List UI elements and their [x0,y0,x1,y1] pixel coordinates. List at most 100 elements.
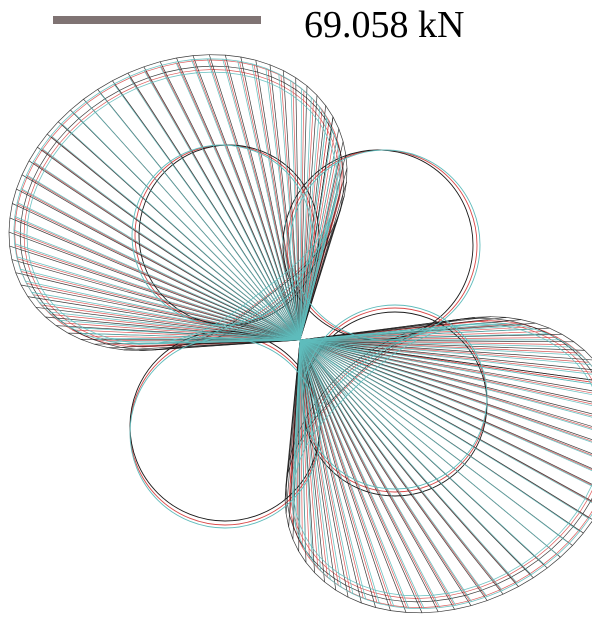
force-outline-segment [346,382,361,396]
force-outline-segment [46,121,59,135]
force-outline-segment [304,549,313,561]
force-outline-segment [14,243,17,257]
force-outline-segment [61,112,74,124]
force-outline-segment [346,168,348,183]
force-outline-segment [547,556,561,569]
force-spoke [299,339,592,403]
force-outline-segment [506,317,522,320]
force-spoke [299,339,592,485]
force-outline-segment [40,304,51,315]
force-outline-segment [584,350,592,359]
force-outline-segment [531,564,546,575]
force-spoke [41,147,301,341]
force-outline-segment [485,589,501,597]
force-outline-segment [16,188,22,203]
force-outline-segment [9,246,13,260]
force-outline-segment [294,461,300,475]
force-spoke [222,59,301,341]
force-outline-segment [287,458,293,473]
force-outline-segment [222,58,238,62]
force-spoke [299,339,558,556]
force-outline-segment [32,147,42,162]
force-outline-segment [73,102,88,114]
force-outline-segment [518,577,534,587]
force-outline-segment [502,582,518,591]
force-outline-segment [338,154,341,168]
force-outline-segment [361,602,376,608]
force-envelope [292,323,592,597]
force-spoke [299,339,592,455]
force-outline-segment [335,589,349,598]
force-outline-segment [572,532,584,546]
force-outline-segment [320,570,331,580]
force-outline-segment [176,55,194,59]
force-outline-segment [112,72,129,82]
force-spoke [299,339,592,443]
force-outline-segment [112,343,127,347]
force-outline-segment [486,590,503,597]
force-outline-segment [291,501,294,515]
force-spoke [299,339,592,418]
force-outline-segment [19,269,26,282]
force-outline-segment [198,324,214,333]
force-spoke [299,339,592,417]
force-outline-segment [69,327,83,334]
force-outline-segment [26,161,34,176]
force-outline-segment [191,58,208,61]
force-outline-segment [314,572,325,583]
force-outline-segment [421,606,438,608]
force-outline-segment [588,513,592,520]
force-spoke [299,339,592,441]
force-outline-segment [243,292,260,306]
force-outline-segment [311,560,321,571]
force-spoke [299,339,592,392]
force-outline-segment [161,62,178,68]
force-outline-segment [393,606,409,609]
force-spoke [237,60,301,341]
force-outline-segment [17,190,23,205]
force-outline-segment [21,176,28,191]
force-outline-segment [322,408,335,423]
force-outline-segment [13,216,16,231]
force-outline-segment [587,510,592,518]
force-outline-segment [11,259,17,273]
force-outline-segment [15,204,19,219]
force-outline-segment [559,339,572,348]
force-outline-segment [520,325,535,330]
force-outline-segment [94,343,109,349]
force-outline-segment [326,117,333,130]
force-outline-segment [535,322,550,329]
force-outline-segment [337,180,341,194]
force-outline-segment [237,60,253,65]
force-outline-segment [9,203,13,218]
force-envelope [289,321,592,599]
force-spoke [9,217,301,341]
force-outline-segment [455,601,472,606]
force-envelope [285,317,592,603]
force-outline-segment [108,347,124,351]
force-outline-segment [228,304,244,317]
force-outline-segment [430,328,447,335]
force-outline-segment [62,113,75,126]
force-outline-segment [491,322,507,324]
force-lobe-series-3 [291,322,592,609]
force-outline-segment [305,562,315,573]
force-outline-segment [292,514,297,527]
force-outline-segment [401,340,417,349]
force-outline-segment [375,607,391,611]
force-spoke [299,339,592,396]
force-outline-segment [97,80,113,90]
force-outline-segment [280,75,294,83]
force-outline-segment [27,296,37,308]
force-outline-segment [8,232,10,247]
force-outline-segment [21,160,30,175]
force-spoke [299,339,410,609]
force-outline-segment [145,66,162,72]
inner-loop-series-3 [129,144,488,529]
inner-loop [129,337,321,529]
force-outline-segment [502,586,519,595]
force-outline-segment [100,84,116,94]
force-outline-segment [284,500,287,514]
force-outline-segment [298,551,307,563]
force-outline-segment [128,70,145,78]
